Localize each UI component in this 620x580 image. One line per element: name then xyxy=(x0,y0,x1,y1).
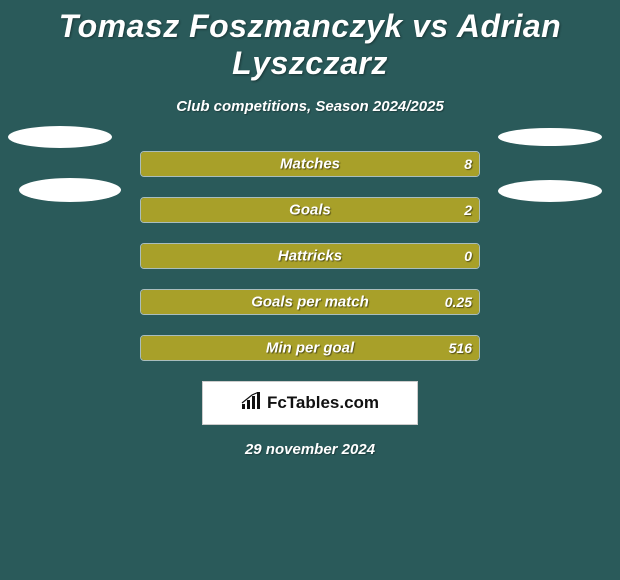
stat-row: Hattricks 0 xyxy=(0,243,620,269)
stat-value-right: 2 xyxy=(464,202,472,218)
stat-label: Goals per match xyxy=(251,294,369,311)
stat-label: Goals xyxy=(289,202,331,219)
source-badge: FcTables.com xyxy=(202,381,418,425)
comparison-chart: Matches 8 Goals 2 Hattricks 0 Goals per match 0… xyxy=(0,151,620,361)
stat-label: Hattricks xyxy=(278,248,342,265)
stat-row: Goals per match 0.25 xyxy=(0,289,620,315)
chart-icon xyxy=(241,392,263,415)
stat-row: Matches 8 xyxy=(0,151,620,177)
player-ellipse xyxy=(498,128,602,146)
page-subtitle: Club competitions, Season 2024/2025 xyxy=(0,98,620,115)
stat-bar: Goals xyxy=(140,197,480,223)
stat-row: Min per goal 516 xyxy=(0,335,620,361)
stat-value-right: 0.25 xyxy=(445,294,472,310)
stat-value-right: 0 xyxy=(464,248,472,264)
player-ellipse xyxy=(8,126,112,148)
page-title: Tomasz Foszmanczyk vs Adrian Lyszczarz xyxy=(0,0,620,82)
stat-value-right: 8 xyxy=(464,156,472,172)
stat-bar: Min per goal xyxy=(140,335,480,361)
stat-row: Goals 2 xyxy=(0,197,620,223)
stat-label: Matches xyxy=(280,156,340,173)
bar-left-fill xyxy=(141,198,290,222)
date-label: 29 november 2024 xyxy=(0,441,620,458)
stat-bar: Goals per match xyxy=(140,289,480,315)
stat-label: Min per goal xyxy=(266,340,354,357)
badge-text: FcTables.com xyxy=(267,393,379,413)
stat-bar: Hattricks xyxy=(140,243,480,269)
stat-value-right: 516 xyxy=(449,340,472,356)
stat-bar: Matches xyxy=(140,151,480,177)
bar-left-fill xyxy=(141,152,290,176)
